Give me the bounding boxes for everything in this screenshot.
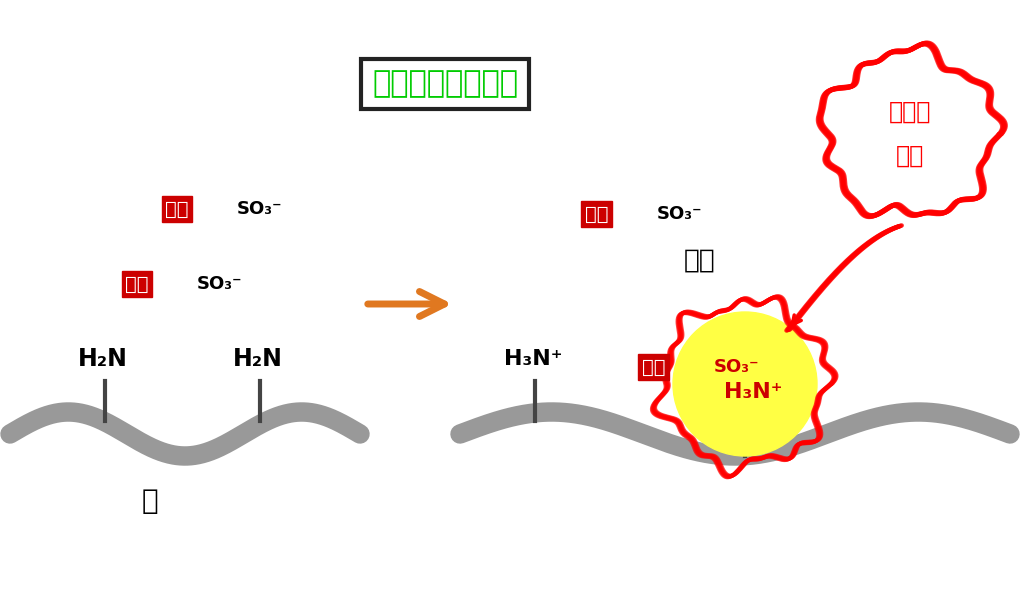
Text: 染料: 染料: [125, 274, 148, 293]
Text: 染料: 染料: [585, 204, 608, 223]
Text: SO₃⁻: SO₃⁻: [714, 358, 760, 376]
Text: 酸性・高温条件下: 酸性・高温条件下: [372, 70, 518, 98]
Circle shape: [673, 312, 817, 456]
Text: H₂N: H₂N: [233, 347, 283, 371]
Text: 布: 布: [141, 487, 159, 515]
Text: 染料: 染料: [642, 358, 666, 376]
Text: H₂N: H₂N: [78, 347, 128, 371]
Text: 染料: 染料: [165, 200, 188, 219]
Text: SO₃⁻: SO₃⁻: [657, 205, 702, 223]
Text: 結合: 結合: [896, 144, 924, 168]
Text: H₃N⁺: H₃N⁺: [504, 349, 562, 369]
Text: SO₃⁻: SO₃⁻: [197, 275, 243, 293]
Text: SO₃⁻: SO₃⁻: [237, 200, 283, 218]
Text: 染着: 染着: [684, 248, 716, 274]
Text: イオン: イオン: [889, 100, 931, 124]
Text: H₃N⁺: H₃N⁺: [724, 382, 782, 402]
